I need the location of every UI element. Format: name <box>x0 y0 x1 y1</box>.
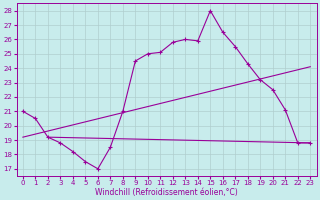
X-axis label: Windchill (Refroidissement éolien,°C): Windchill (Refroidissement éolien,°C) <box>95 188 238 197</box>
